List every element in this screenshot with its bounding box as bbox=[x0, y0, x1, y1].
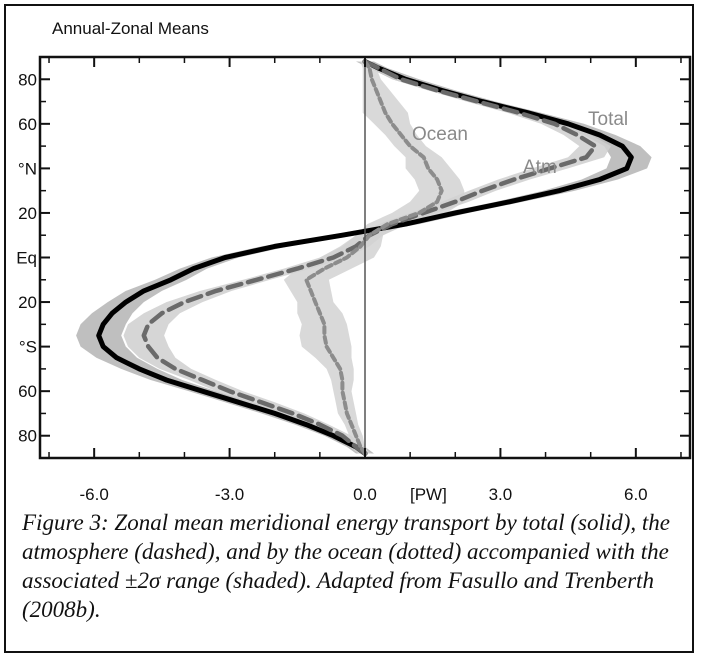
total-line bbox=[96, 59, 634, 456]
uncertainty-bands bbox=[76, 61, 652, 454]
atm-line bbox=[141, 59, 598, 456]
y-tick-label: 80 bbox=[18, 70, 37, 89]
x-tick-label: 6.0 bbox=[624, 485, 648, 504]
axis-tick-labels: 80 60 °N 20 Eq 20 °S 60 80 -6.0 -3.0 0.0 3.0 6.0 bbox=[16, 70, 647, 504]
x-tick-label: 3.0 bbox=[489, 485, 513, 504]
x-tick-label: -3.0 bbox=[215, 485, 244, 504]
total-series-label: Total bbox=[588, 109, 628, 130]
y-tick-label: °N bbox=[18, 159, 37, 178]
figure-caption: Figure 3: Zonal mean meridional energy t… bbox=[22, 510, 670, 622]
y-tick-label: 80 bbox=[18, 427, 37, 446]
atm-series-label: Atm bbox=[523, 157, 557, 178]
chart-title: Annual-Zonal Means bbox=[52, 19, 209, 38]
axis-ticks bbox=[40, 57, 690, 458]
y-tick-label: 60 bbox=[18, 115, 37, 134]
series-labels: Total Atm Ocean bbox=[412, 109, 628, 178]
y-tick-label: °S bbox=[19, 338, 37, 357]
ocean-line bbox=[304, 59, 444, 456]
ocean-range-band bbox=[283, 61, 465, 454]
x-axis-label: [PW] bbox=[410, 485, 447, 504]
y-tick-label: 20 bbox=[18, 204, 37, 223]
x-tick-label: -6.0 bbox=[80, 485, 109, 504]
y-tick-label: Eq bbox=[16, 249, 37, 268]
x-tick-label: 0.0 bbox=[353, 485, 377, 504]
ocean-series-label: Ocean bbox=[412, 124, 468, 145]
y-tick-label: 20 bbox=[18, 293, 37, 312]
series-lines bbox=[96, 59, 634, 456]
y-tick-label: 60 bbox=[18, 382, 37, 401]
